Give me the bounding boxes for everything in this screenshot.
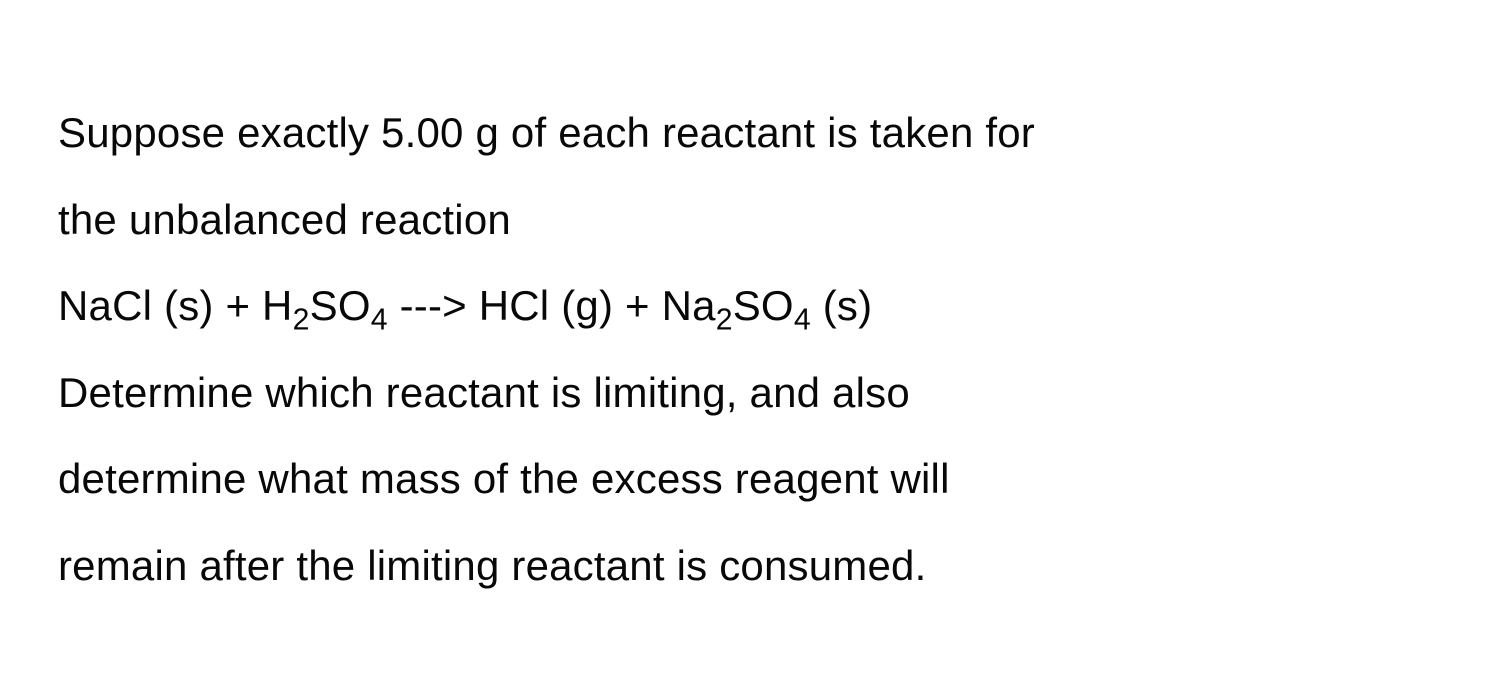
text-line-4: Determine which reactant is limiting, an…: [58, 369, 910, 416]
reaction-arrow: ---> HCl (g) + Na: [388, 282, 716, 329]
subscript-2: 2: [293, 303, 310, 336]
chemical-equation: NaCl (s) + H2SO4 ---> HCl (g) + Na2SO4 (…: [58, 282, 872, 329]
subscript-4b: 4: [794, 303, 811, 336]
text-line-5: determine what mass of the excess reagen…: [58, 455, 950, 502]
reactant-nacl: NaCl (s) + H: [58, 282, 293, 329]
text-line-6: remain after the limiting reactant is co…: [58, 542, 926, 589]
so4-part-b: SO: [733, 282, 794, 329]
subscript-4: 4: [371, 303, 388, 336]
text-line-2: the unbalanced reaction: [58, 196, 511, 243]
so4-part-a: SO: [310, 282, 371, 329]
subscript-2b: 2: [716, 303, 733, 336]
problem-page: Suppose exactly 5.00 g of each reactant …: [0, 0, 1500, 688]
text-line-1: Suppose exactly 5.00 g of each reactant …: [58, 109, 1035, 156]
problem-text: Suppose exactly 5.00 g of each reactant …: [58, 90, 1442, 609]
product-tail: (s): [811, 282, 872, 329]
